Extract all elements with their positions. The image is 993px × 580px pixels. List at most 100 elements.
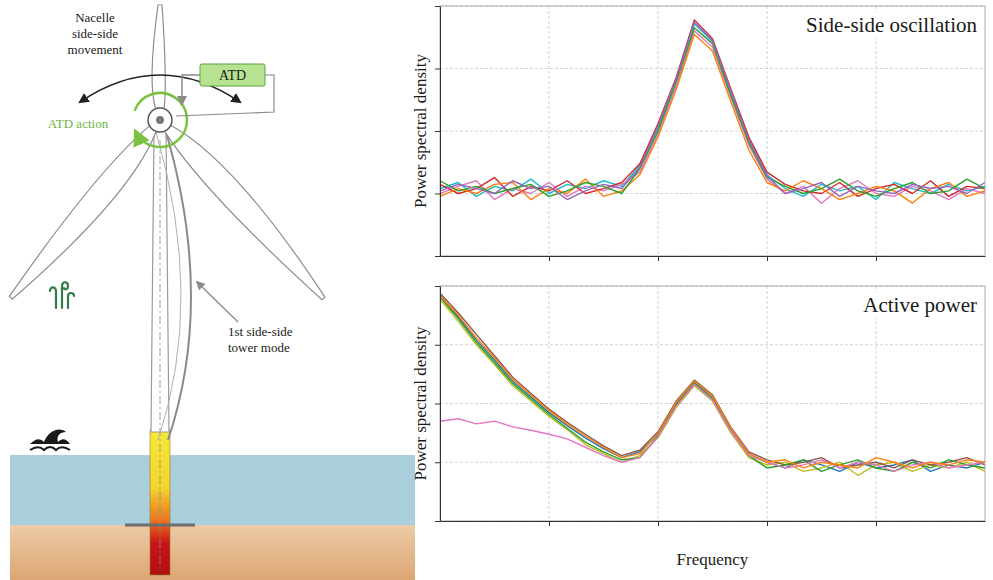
y-tick bbox=[435, 256, 440, 257]
x-grid-line bbox=[549, 286, 550, 521]
tower-mode-label: 1st side-sidetower mode bbox=[228, 324, 293, 355]
x-tick-mark bbox=[658, 521, 659, 526]
y-tick bbox=[435, 131, 440, 132]
nacelle-label-line: side-side bbox=[72, 26, 118, 41]
x-grid-line bbox=[549, 6, 550, 256]
series-line bbox=[440, 22, 985, 199]
x-tick-mark bbox=[549, 521, 550, 526]
chart-title-group: Side-side oscillation bbox=[802, 12, 981, 38]
x-tick-mark bbox=[876, 521, 877, 526]
x-tick bbox=[767, 521, 768, 526]
plot-frame bbox=[440, 286, 985, 521]
hub-centre bbox=[156, 116, 164, 124]
seabed bbox=[10, 525, 415, 580]
grid bbox=[440, 6, 985, 256]
y-tick-mark bbox=[435, 256, 440, 257]
y-tick-mark bbox=[435, 462, 440, 463]
y-grid-line bbox=[440, 344, 985, 345]
title-background bbox=[802, 12, 981, 38]
y-tick bbox=[435, 194, 440, 195]
wave-icon bbox=[30, 430, 70, 450]
x-tick bbox=[549, 256, 550, 261]
y-tick-mark bbox=[435, 69, 440, 70]
y-axis-title: Power spectral density bbox=[411, 326, 430, 480]
series-line bbox=[440, 293, 985, 468]
y-grid-line bbox=[440, 68, 985, 69]
turbine-diagram: ATDNacelleside-sidemovementATD action1st… bbox=[4, 5, 415, 580]
x-tick bbox=[549, 521, 550, 526]
x-tick bbox=[767, 256, 768, 261]
series-line bbox=[440, 20, 985, 196]
y-tick bbox=[435, 462, 440, 463]
x-tick bbox=[876, 256, 877, 261]
y-tick bbox=[435, 69, 440, 70]
series-group bbox=[440, 293, 985, 475]
nacelle-label-line: movement bbox=[68, 42, 123, 57]
blade bbox=[4, 122, 165, 308]
tower-mode-label-line: 1st side-side bbox=[228, 324, 293, 339]
tower-mode-pointer bbox=[197, 282, 238, 322]
y-tick-mark bbox=[435, 404, 440, 405]
x-tick-mark bbox=[767, 521, 768, 526]
y-tick-mark bbox=[435, 345, 440, 346]
x-grid-line bbox=[876, 6, 877, 256]
x-axis-title: Frequency bbox=[677, 550, 749, 569]
series-line bbox=[440, 28, 985, 197]
hub bbox=[148, 108, 172, 132]
y-axis bbox=[435, 7, 441, 257]
figure: ATDNacelleside-sidemovementATD action1st… bbox=[0, 0, 993, 580]
x-axis-line bbox=[441, 521, 986, 522]
y-grid-line bbox=[440, 193, 985, 194]
tower-mode-label-line: tower mode bbox=[228, 340, 290, 355]
nacelle-label-line: Nacelle bbox=[75, 10, 115, 25]
plot-background bbox=[440, 6, 985, 256]
series-line bbox=[440, 24, 985, 200]
x-tick bbox=[876, 521, 877, 526]
nacelle-label: Nacelleside-sidemovement bbox=[68, 10, 123, 57]
y-tick bbox=[435, 404, 440, 405]
x-grid-line bbox=[767, 286, 768, 521]
y-tick-mark bbox=[435, 286, 440, 287]
y-grid-line bbox=[440, 403, 985, 404]
series-line bbox=[440, 296, 985, 468]
x-tick-mark bbox=[549, 256, 550, 261]
y-tick-mark bbox=[435, 131, 440, 132]
chart-panel: Side-side oscillation Power spectral dens… bbox=[411, 6, 986, 261]
title-background bbox=[859, 292, 981, 318]
series-line bbox=[440, 31, 985, 203]
plot-background bbox=[440, 286, 985, 521]
sea bbox=[10, 455, 415, 525]
grid bbox=[440, 286, 985, 521]
atd-box bbox=[200, 64, 265, 86]
atd-connector bbox=[182, 75, 200, 104]
plot-frame bbox=[440, 6, 985, 256]
atd-action-label: ATD action bbox=[48, 116, 109, 131]
tower-axis bbox=[160, 140, 161, 570]
x-grid-line bbox=[767, 6, 768, 256]
y-axis-line bbox=[440, 287, 441, 522]
x-tick-mark bbox=[876, 256, 877, 261]
x-axis bbox=[441, 521, 986, 526]
y-axis bbox=[435, 287, 441, 522]
x-grid-line bbox=[658, 286, 659, 521]
x-axis-line bbox=[441, 256, 986, 257]
series-line bbox=[440, 295, 985, 471]
tower-mode-shape bbox=[166, 132, 191, 440]
y-tick-mark bbox=[435, 194, 440, 195]
y-axis-line bbox=[440, 7, 441, 257]
y-tick bbox=[435, 6, 440, 7]
y-tick bbox=[435, 521, 440, 522]
y-tick-mark bbox=[435, 521, 440, 522]
x-axis bbox=[441, 256, 986, 261]
atd-action-arrow bbox=[135, 93, 187, 147]
x-tick-mark bbox=[658, 256, 659, 261]
series-line bbox=[440, 34, 985, 203]
y-tick-mark bbox=[435, 6, 440, 7]
x-tick bbox=[658, 256, 659, 261]
y-axis-title: Power spectral density bbox=[411, 54, 430, 208]
y-grid-line bbox=[440, 131, 985, 132]
chart-title: Active power bbox=[863, 293, 977, 317]
y-tick bbox=[435, 286, 440, 287]
x-tick-mark bbox=[767, 256, 768, 261]
chart-title-group: Active power bbox=[859, 292, 981, 318]
